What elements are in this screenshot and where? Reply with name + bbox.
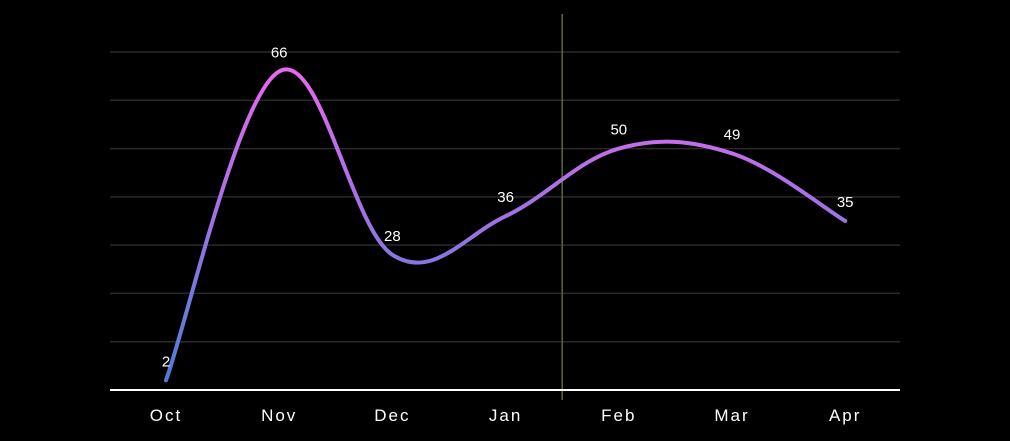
x-tick-label: Mar [714, 406, 749, 425]
data-label: 35 [837, 194, 854, 211]
x-tick-label: Jan [489, 406, 522, 425]
data-label: 36 [497, 189, 514, 206]
x-tick-label: Apr [829, 406, 861, 425]
data-label: 2 [162, 353, 170, 370]
x-tick-labels: Oct Nov Dec Jan Feb Mar Apr [150, 406, 861, 425]
data-label: 28 [384, 228, 401, 245]
data-label: 49 [724, 126, 741, 143]
data-label: 66 [271, 44, 288, 61]
x-tick-label: Feb [601, 406, 636, 425]
x-tick-label: Dec [374, 406, 410, 425]
data-labels: 2 66 28 36 50 49 35 [162, 44, 854, 370]
drop-lines [165, 71, 846, 390]
x-tick-label: Nov [261, 406, 297, 425]
data-label: 50 [610, 122, 627, 139]
series-line [164, 67, 848, 383]
x-tick-label: Oct [150, 406, 182, 425]
